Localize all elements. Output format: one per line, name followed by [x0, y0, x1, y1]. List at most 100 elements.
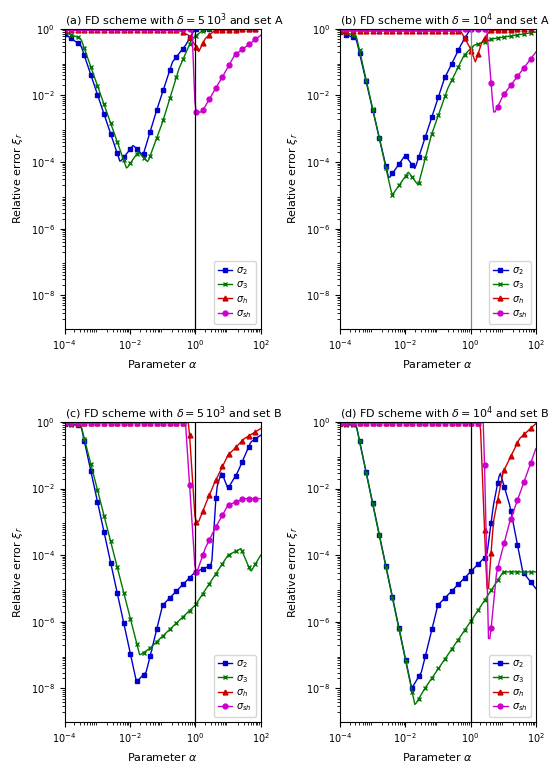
$\sigma_h$	[225, 26, 231, 35]
Line: $\sigma_3$: $\sigma_3$	[337, 29, 538, 197]
$\sigma_2$	[533, 584, 539, 593]
$\sigma_3$	[165, 626, 172, 635]
$\sigma_3$	[123, 163, 130, 173]
$\sigma_h$	[484, 584, 490, 593]
$\sigma_{sh}$	[198, 108, 205, 117]
$\sigma_2$	[140, 670, 147, 680]
$\sigma_3$	[533, 27, 539, 36]
$\sigma_3$	[473, 39, 480, 49]
$\sigma_{sh}$	[439, 418, 446, 427]
$\sigma_2$	[226, 24, 232, 33]
$\sigma_h$	[401, 418, 408, 427]
$\sigma_{sh}$	[447, 418, 454, 427]
$\sigma_{sh}$	[485, 634, 492, 643]
$\sigma_2$	[473, 561, 480, 570]
$\sigma_2$	[336, 27, 343, 36]
$\sigma_h$	[447, 418, 454, 427]
Line: $\sigma_h$: $\sigma_h$	[62, 420, 263, 524]
Line: $\sigma_h$: $\sigma_h$	[337, 26, 538, 64]
$\sigma_3$	[225, 551, 231, 560]
$\sigma_{sh}$	[401, 418, 408, 427]
$\sigma_2$	[448, 59, 455, 68]
Text: (b) FD scheme with $\delta = 10^4$ and set A: (b) FD scheme with $\delta = 10^4$ and s…	[340, 11, 550, 29]
$\sigma_{sh}$	[172, 418, 178, 427]
$\sigma_{sh}$	[257, 31, 264, 40]
$\sigma_{sh}$	[336, 418, 343, 427]
$\sigma_2$	[386, 173, 393, 182]
$\sigma_{sh}$	[472, 25, 479, 34]
Line: $\sigma_{sh}$: $\sigma_{sh}$	[62, 420, 263, 574]
$\sigma_h$	[414, 26, 421, 36]
Line: $\sigma_3$: $\sigma_3$	[62, 422, 263, 657]
$\sigma_2$	[257, 24, 264, 33]
$\sigma_h$	[139, 26, 146, 35]
$\sigma_2$	[165, 594, 172, 604]
$\sigma_h$	[225, 451, 231, 461]
$\sigma_2$	[61, 29, 68, 39]
$\sigma_2$	[440, 76, 447, 85]
$\sigma_{sh}$	[61, 418, 68, 427]
Legend: $\sigma_2$, $\sigma_3$, $\sigma_h$, $\sigma_{sh}$: $\sigma_2$, $\sigma_3$, $\sigma_h$, $\si…	[214, 655, 256, 717]
$\sigma_{sh}$	[126, 25, 132, 34]
$\sigma_h$	[473, 53, 480, 63]
$\sigma_2$	[401, 649, 408, 658]
Legend: $\sigma_2$, $\sigma_3$, $\sigma_h$, $\sigma_{sh}$: $\sigma_2$, $\sigma_3$, $\sigma_h$, $\si…	[489, 262, 531, 324]
Line: $\sigma_2$: $\sigma_2$	[62, 26, 263, 163]
$\sigma_{sh}$	[257, 494, 264, 503]
$\sigma_2$	[193, 24, 200, 33]
$\sigma_2$	[198, 565, 205, 574]
$\sigma_{sh}$	[225, 501, 231, 510]
$\sigma_2$	[200, 24, 206, 33]
$\sigma_3$	[402, 171, 409, 180]
$\sigma_h$	[198, 42, 205, 51]
X-axis label: Parameter $\alpha$: Parameter $\alpha$	[403, 358, 473, 370]
$\sigma_2$	[440, 594, 447, 604]
$\sigma_3$	[401, 649, 408, 659]
$\sigma_3$	[202, 24, 208, 33]
$\sigma_2$	[500, 478, 507, 487]
$\sigma_h$	[193, 517, 200, 526]
$\sigma_2$	[126, 643, 132, 652]
$\sigma_2$	[133, 676, 140, 686]
$\sigma_3$	[415, 694, 422, 704]
$\sigma_2$	[165, 69, 172, 78]
$\sigma_{sh}$	[439, 25, 446, 34]
Line: $\sigma_2$: $\sigma_2$	[62, 421, 263, 683]
Line: $\sigma_3$: $\sigma_3$	[62, 26, 263, 170]
$\sigma_{sh}$	[533, 47, 539, 57]
$\sigma_3$	[198, 27, 205, 36]
$\sigma_h$	[472, 57, 479, 67]
$\sigma_2$	[501, 24, 508, 33]
$\sigma_3$	[257, 550, 264, 560]
$\sigma_h$	[414, 418, 421, 427]
$\sigma_{sh}$	[61, 25, 68, 34]
$\sigma_3$	[173, 72, 180, 81]
Line: $\sigma_{sh}$: $\sigma_{sh}$	[62, 27, 263, 115]
$\sigma_{sh}$	[139, 418, 146, 427]
$\sigma_3$	[389, 190, 396, 200]
Line: $\sigma_2$: $\sigma_2$	[337, 26, 538, 180]
$\sigma_3$	[440, 95, 447, 104]
$\sigma_h$	[172, 418, 178, 427]
$\sigma_h$	[198, 510, 205, 519]
Y-axis label: Relative error $\xi_r$: Relative error $\xi_r$	[286, 526, 300, 618]
$\sigma_{sh}$	[193, 567, 200, 577]
$\sigma_{sh}$	[447, 25, 454, 34]
$\sigma_3$	[127, 159, 133, 168]
Line: $\sigma_h$: $\sigma_h$	[337, 420, 538, 591]
$\sigma_2$	[336, 419, 343, 428]
Line: $\sigma_{sh}$: $\sigma_{sh}$	[337, 420, 538, 641]
$\sigma_h$	[336, 418, 343, 427]
Line: $\sigma_h$: $\sigma_h$	[62, 26, 263, 54]
$\sigma_h$	[196, 47, 202, 57]
Y-axis label: Relative error $\xi_r$: Relative error $\xi_r$	[11, 133, 25, 224]
$\sigma_3$	[257, 24, 264, 33]
$\sigma_{sh}$	[164, 418, 171, 427]
$\sigma_h$	[439, 418, 446, 427]
$\sigma_3$	[336, 27, 343, 36]
$\sigma_2$	[448, 587, 455, 596]
$\sigma_2$	[468, 24, 475, 33]
$\sigma_{sh}$	[533, 444, 539, 454]
$\sigma_3$	[448, 76, 455, 85]
Legend: $\sigma_2$, $\sigma_3$, $\sigma_h$, $\sigma_{sh}$: $\sigma_2$, $\sigma_3$, $\sigma_h$, $\si…	[489, 655, 531, 717]
